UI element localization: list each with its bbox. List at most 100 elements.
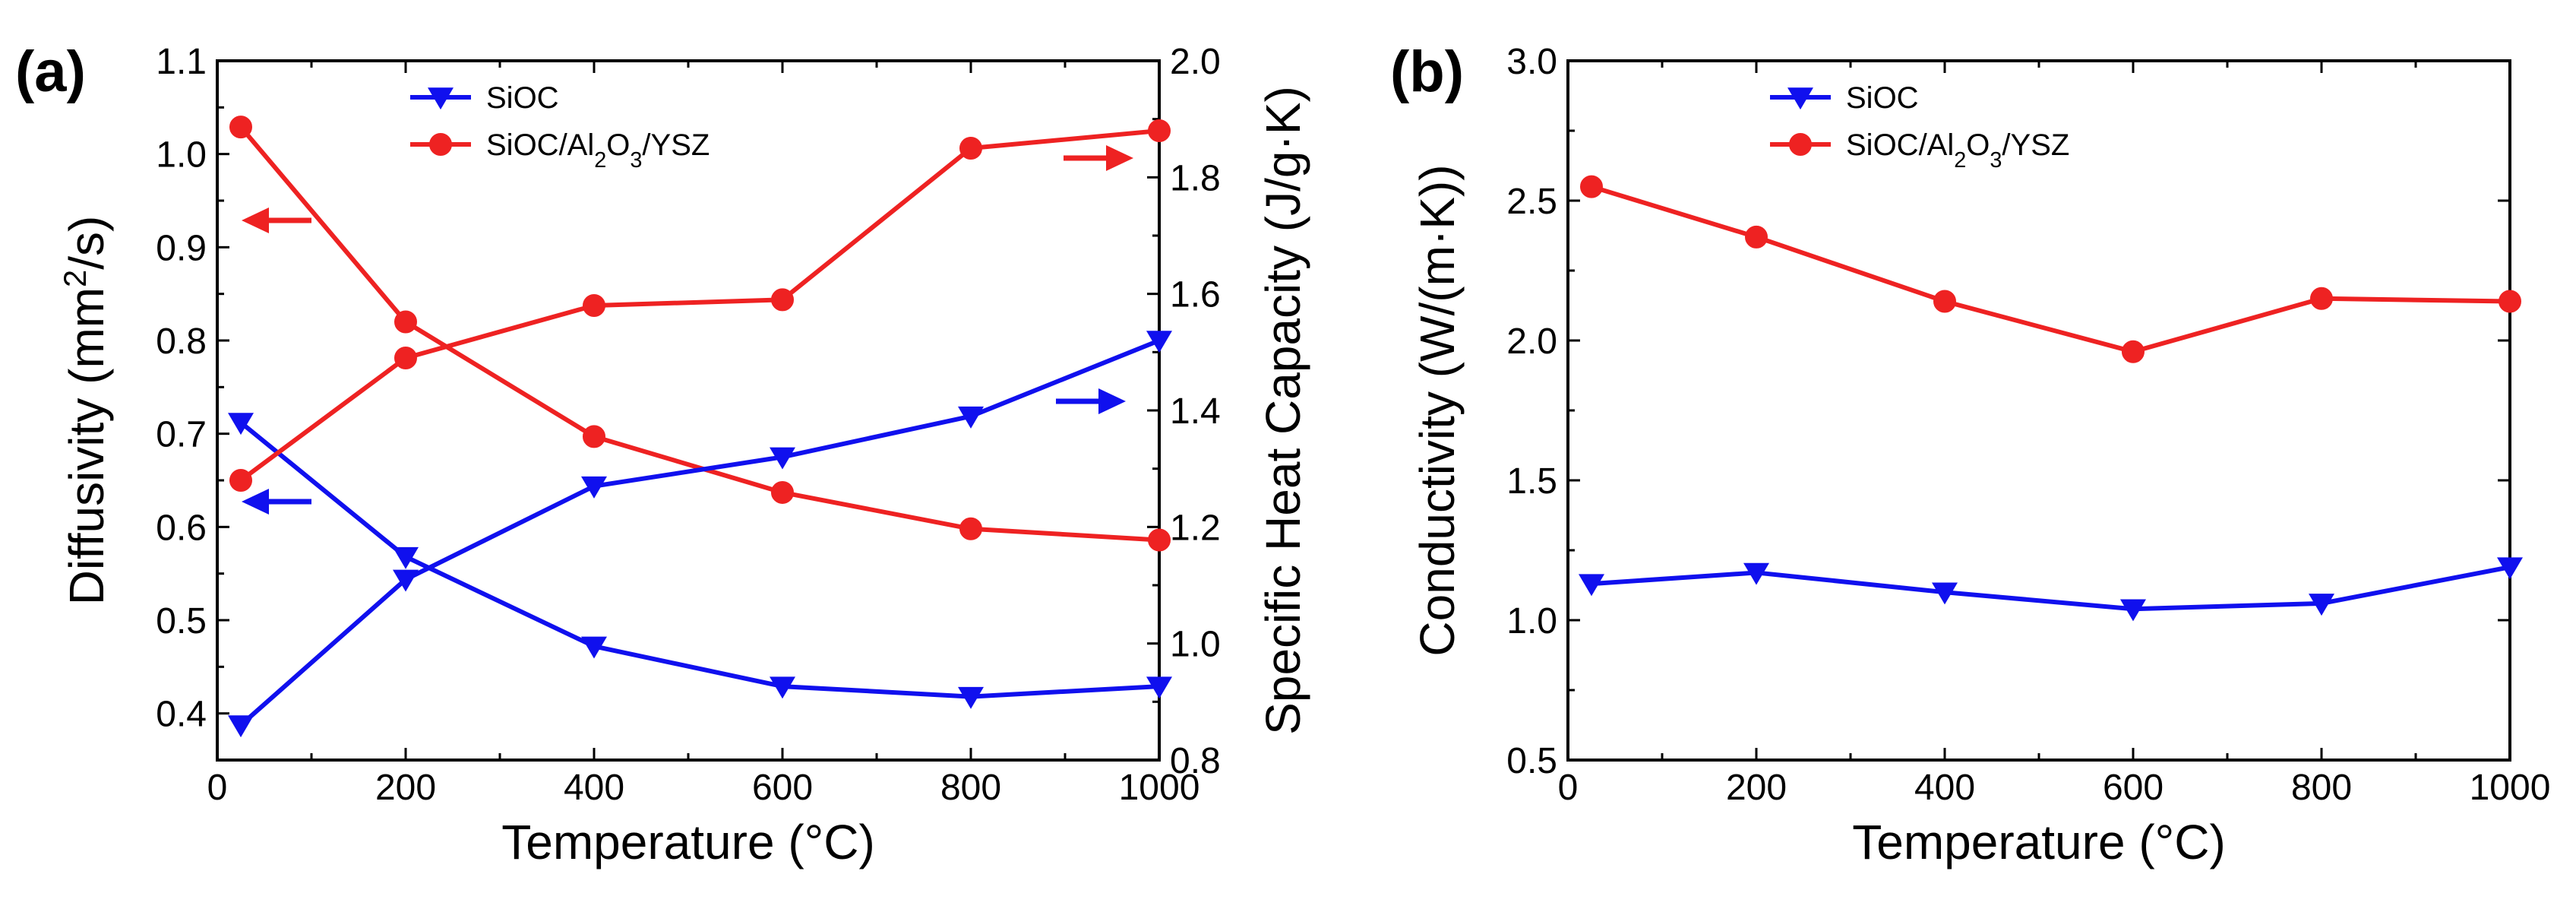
x-axis-label: Temperature (°C) <box>1852 815 2226 869</box>
y2-tick-label: 1.4 <box>1170 391 1221 432</box>
y2-tick-label: 1.2 <box>1170 508 1221 548</box>
x-tick-label: 600 <box>752 768 813 808</box>
x-tick-label: 800 <box>940 768 1001 808</box>
y2-tick-label: 1.0 <box>1170 625 1221 665</box>
y-tick-label: 1.1 <box>156 42 207 82</box>
x-tick-label: 0 <box>207 768 228 808</box>
plot-frame <box>1566 59 2511 762</box>
y-tick-label: 1.0 <box>156 135 207 176</box>
chart-panel-a: (a) 0 200 400 600 800 1000 0.4 0.5 0.6 0.7 0.8 0.9 1.… <box>15 40 1310 869</box>
data-point <box>2497 557 2523 580</box>
data-point <box>583 425 605 448</box>
legend-marker <box>429 133 452 156</box>
data-point <box>229 116 252 139</box>
data-point <box>1146 676 1172 699</box>
x-tick-label: 400 <box>1914 768 1975 808</box>
data-point <box>1579 574 1604 597</box>
plot-frame <box>216 59 1161 762</box>
x-tick-label: 400 <box>564 768 624 808</box>
y-tick-label: 1.5 <box>1506 461 1557 502</box>
y-tick-label: 0.8 <box>156 321 207 362</box>
data-point <box>1743 562 1769 585</box>
x-tick-label: 200 <box>375 768 436 808</box>
data-point <box>2499 290 2521 313</box>
legend-marker <box>428 87 454 110</box>
y-tick-label: 0.4 <box>156 695 207 735</box>
data-point <box>959 137 982 160</box>
y-tick-label: 0.5 <box>156 601 207 641</box>
x-tick-label: 600 <box>2103 768 2164 808</box>
y-tick-label: 2.5 <box>1506 182 1557 222</box>
data-point <box>2120 599 2146 622</box>
data-point <box>2309 594 2334 616</box>
y-axis-label: Conductivity (W/(m·K)) <box>1410 164 1465 656</box>
data-point <box>228 413 254 435</box>
legend: SiOC SiOC/Al2O3/YSZ <box>1770 81 2069 173</box>
data-point <box>581 636 607 659</box>
data-point <box>393 569 419 592</box>
y2-axis-label: Specific Heat Capacity (J/g·K) <box>1256 86 1310 735</box>
legend-marker <box>1789 133 1812 156</box>
legend-label: SiOC <box>486 81 559 115</box>
series-line <box>239 338 1161 727</box>
axis-arrow-head <box>1098 388 1126 414</box>
data-point <box>228 715 254 738</box>
x-axis-label: Temperature (°C) <box>501 815 875 869</box>
data-point <box>1148 528 1171 552</box>
series-line <box>239 128 1160 483</box>
legend-label: SiOC/Al2O3/YSZ <box>1846 128 2069 173</box>
data-point <box>394 310 417 334</box>
y2-tick-label: 0.8 <box>1170 741 1221 781</box>
x-tick-label: 0 <box>1558 768 1579 808</box>
axis-arrow-head <box>1106 145 1133 171</box>
data-point <box>1933 290 1956 313</box>
y-tick-label: 2.0 <box>1506 321 1557 362</box>
x-tick-label: 1000 <box>2470 768 2551 808</box>
data-point <box>958 686 984 709</box>
legend-marker <box>1787 87 1813 110</box>
x-tick-label: 800 <box>2291 768 2352 808</box>
y2-tick-label: 1.8 <box>1170 158 1221 198</box>
x-tick-label: 1000 <box>1119 768 1200 808</box>
data-point <box>958 406 984 429</box>
y-tick-label: 3.0 <box>1506 42 1557 82</box>
data-point <box>583 294 605 317</box>
data-point <box>2122 340 2145 363</box>
y-tick-label: 0.7 <box>156 415 207 455</box>
y-tick-label: 0.5 <box>1506 741 1557 781</box>
data-point <box>1580 175 1603 198</box>
data-point <box>2310 287 2333 310</box>
data-point <box>393 546 419 569</box>
y2-tick-label: 1.6 <box>1170 275 1221 315</box>
data-point <box>770 676 795 699</box>
data-point <box>1932 582 1958 605</box>
axis-arrow-head <box>242 489 269 515</box>
series-line <box>1591 184 2511 354</box>
legend-label: SiOC <box>1846 81 1919 115</box>
chart-panel-b: (b) 0 200 400 600 800 1000 0.5 1.0 1.5 2.0 2.5 3.0 Te… <box>1390 40 2550 869</box>
y-tick-label: 0.9 <box>156 228 207 268</box>
data-point <box>229 469 252 492</box>
x-tick-label: 200 <box>1726 768 1787 808</box>
panel-label: (a) <box>15 40 86 104</box>
data-point <box>581 476 607 499</box>
axis-arrow-head <box>242 207 269 233</box>
series-line <box>239 125 1160 543</box>
y-tick-label: 1.0 <box>1506 601 1557 641</box>
panel-label: (b) <box>1390 40 1464 104</box>
data-point <box>394 347 417 369</box>
y-axis-label: Diffusivity (mm2/s) <box>57 216 115 606</box>
data-point <box>1146 331 1172 353</box>
series-line <box>239 420 1160 699</box>
data-point <box>771 288 794 312</box>
series-line <box>1591 565 2511 612</box>
legend: SiOC SiOC/Al2O3/YSZ <box>410 81 710 173</box>
y-tick-label: 0.6 <box>156 508 207 548</box>
y2-tick-label: 2.0 <box>1170 42 1221 82</box>
data-point <box>771 480 794 504</box>
data-point <box>1745 225 1768 249</box>
data-point <box>959 517 982 540</box>
data-point <box>770 447 795 470</box>
data-point <box>1148 119 1171 142</box>
